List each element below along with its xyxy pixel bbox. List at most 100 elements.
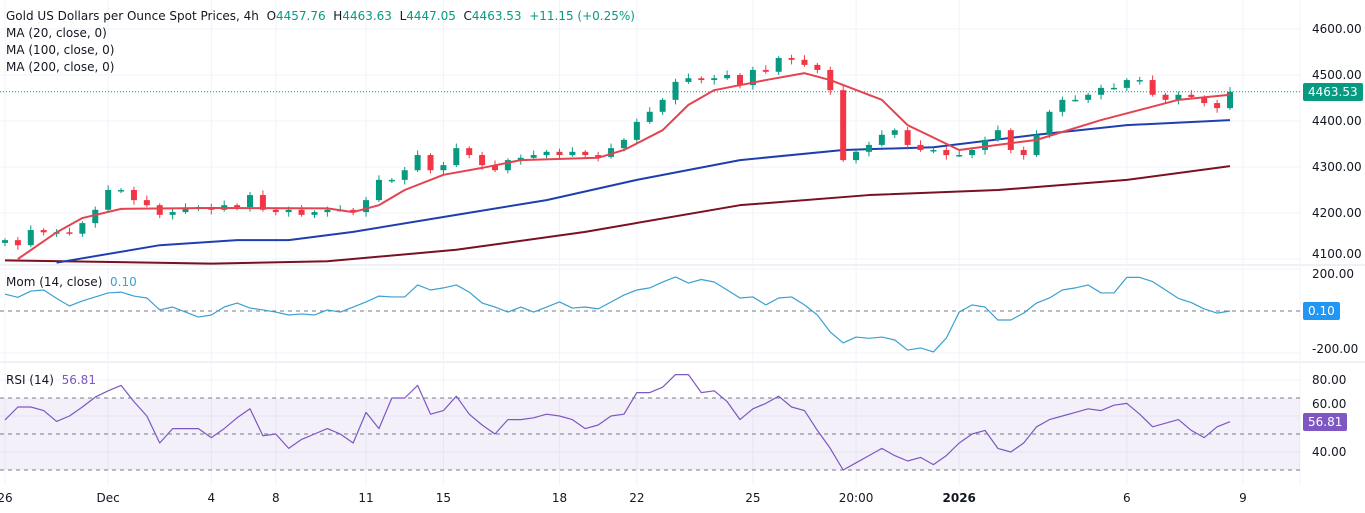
candle bbox=[1123, 78, 1130, 92]
rsi-tick-label: 80.00 bbox=[1312, 373, 1347, 387]
candle-body bbox=[143, 200, 150, 206]
mom-value-badge: 0.10 bbox=[1303, 301, 1340, 320]
candle-body bbox=[685, 78, 692, 82]
candle-body bbox=[79, 223, 86, 234]
candle-body bbox=[865, 144, 872, 152]
candle bbox=[92, 206, 99, 228]
candle bbox=[156, 203, 163, 219]
ma100-legend[interactable]: MA (100, close, 0) bbox=[6, 43, 115, 57]
candle-body bbox=[388, 179, 395, 182]
candle bbox=[40, 228, 47, 236]
candle bbox=[608, 143, 615, 159]
candle bbox=[762, 65, 769, 74]
candle bbox=[698, 76, 705, 84]
candle-body bbox=[466, 148, 473, 156]
candle-body bbox=[633, 121, 640, 140]
rsi-legend[interactable]: RSI (14) 56.81 bbox=[6, 372, 96, 388]
candle bbox=[749, 66, 756, 90]
candle-body bbox=[517, 157, 524, 161]
candle bbox=[724, 70, 731, 81]
candle bbox=[311, 210, 318, 219]
candle bbox=[1007, 128, 1014, 154]
candle-body bbox=[298, 209, 305, 215]
candle bbox=[427, 153, 434, 174]
candle-body bbox=[234, 205, 241, 208]
candle-body bbox=[350, 209, 357, 213]
candle bbox=[143, 195, 150, 208]
candle-body bbox=[401, 170, 408, 180]
symbol-title: Gold US Dollars per Ounce Spot Prices, 4… bbox=[6, 9, 259, 23]
candle bbox=[1072, 95, 1079, 102]
candle bbox=[118, 188, 125, 194]
candle-body bbox=[620, 139, 627, 149]
candle bbox=[1059, 96, 1066, 117]
time-tick-label: 9 bbox=[1239, 491, 1247, 505]
candle bbox=[375, 175, 382, 202]
candle bbox=[646, 107, 653, 124]
grid bbox=[0, 0, 1365, 485]
candle-body bbox=[1136, 80, 1143, 82]
mom-value: 0.10 bbox=[110, 275, 137, 289]
candle bbox=[814, 63, 821, 74]
candle bbox=[1110, 83, 1117, 90]
candle bbox=[685, 73, 692, 84]
candle-body bbox=[917, 144, 924, 150]
candle bbox=[1046, 109, 1053, 139]
candle bbox=[401, 167, 408, 185]
time-tick-label: 11 bbox=[358, 491, 374, 505]
candle-body bbox=[1123, 80, 1130, 88]
candle-body bbox=[504, 160, 511, 171]
candle bbox=[1214, 99, 1221, 113]
mom-legend[interactable]: Mom (14, close) 0.10 bbox=[6, 274, 137, 290]
candles bbox=[2, 54, 1233, 250]
candle-body bbox=[105, 190, 112, 210]
low-value: 4447.05 bbox=[406, 9, 456, 23]
candle-body bbox=[1162, 94, 1169, 100]
candle bbox=[1188, 90, 1195, 99]
candle bbox=[298, 205, 305, 217]
candle-body bbox=[247, 195, 253, 208]
last-price-badge: 4463.53 bbox=[1303, 82, 1363, 101]
ma200-series bbox=[4, 165, 1231, 265]
candle-body bbox=[1020, 149, 1027, 156]
candle-body bbox=[66, 232, 73, 234]
ma200-line bbox=[4, 165, 1231, 265]
time-tick-label: Dec bbox=[96, 491, 120, 505]
candle bbox=[1227, 87, 1233, 110]
candle-body bbox=[659, 99, 666, 112]
time-tick-label: 20:00 bbox=[838, 491, 874, 505]
candle bbox=[1136, 76, 1143, 85]
candle-body bbox=[311, 212, 318, 215]
candle-body bbox=[92, 209, 99, 224]
candle-body bbox=[272, 209, 279, 213]
candle bbox=[775, 56, 782, 75]
candle bbox=[169, 208, 176, 220]
close-label: C bbox=[463, 9, 472, 23]
candle bbox=[878, 130, 885, 147]
ma20-line bbox=[17, 72, 1231, 260]
candle bbox=[130, 186, 137, 205]
ma20-legend[interactable]: MA (20, close, 0) bbox=[6, 26, 107, 40]
candle-body bbox=[530, 155, 537, 158]
candle bbox=[66, 227, 73, 236]
candle-body bbox=[363, 200, 370, 213]
candle bbox=[994, 125, 1001, 142]
candle-body bbox=[440, 165, 447, 171]
price-tick-label: 4400.00 bbox=[1312, 114, 1362, 128]
candle bbox=[840, 85, 847, 162]
candle-body bbox=[414, 155, 421, 171]
candle bbox=[414, 150, 421, 173]
candle-body bbox=[1085, 94, 1092, 100]
mom-tick-label: -200.00 bbox=[1312, 342, 1359, 356]
candle bbox=[569, 147, 576, 157]
candle bbox=[363, 196, 370, 217]
ma100-series bbox=[56, 119, 1231, 264]
ma200-legend[interactable]: MA (200, close, 0) bbox=[6, 60, 115, 74]
candle bbox=[943, 146, 950, 160]
candle-body bbox=[788, 57, 795, 60]
candle bbox=[788, 54, 795, 65]
candle-body bbox=[118, 190, 125, 192]
candle-body bbox=[427, 155, 434, 171]
candle-body bbox=[130, 190, 137, 201]
